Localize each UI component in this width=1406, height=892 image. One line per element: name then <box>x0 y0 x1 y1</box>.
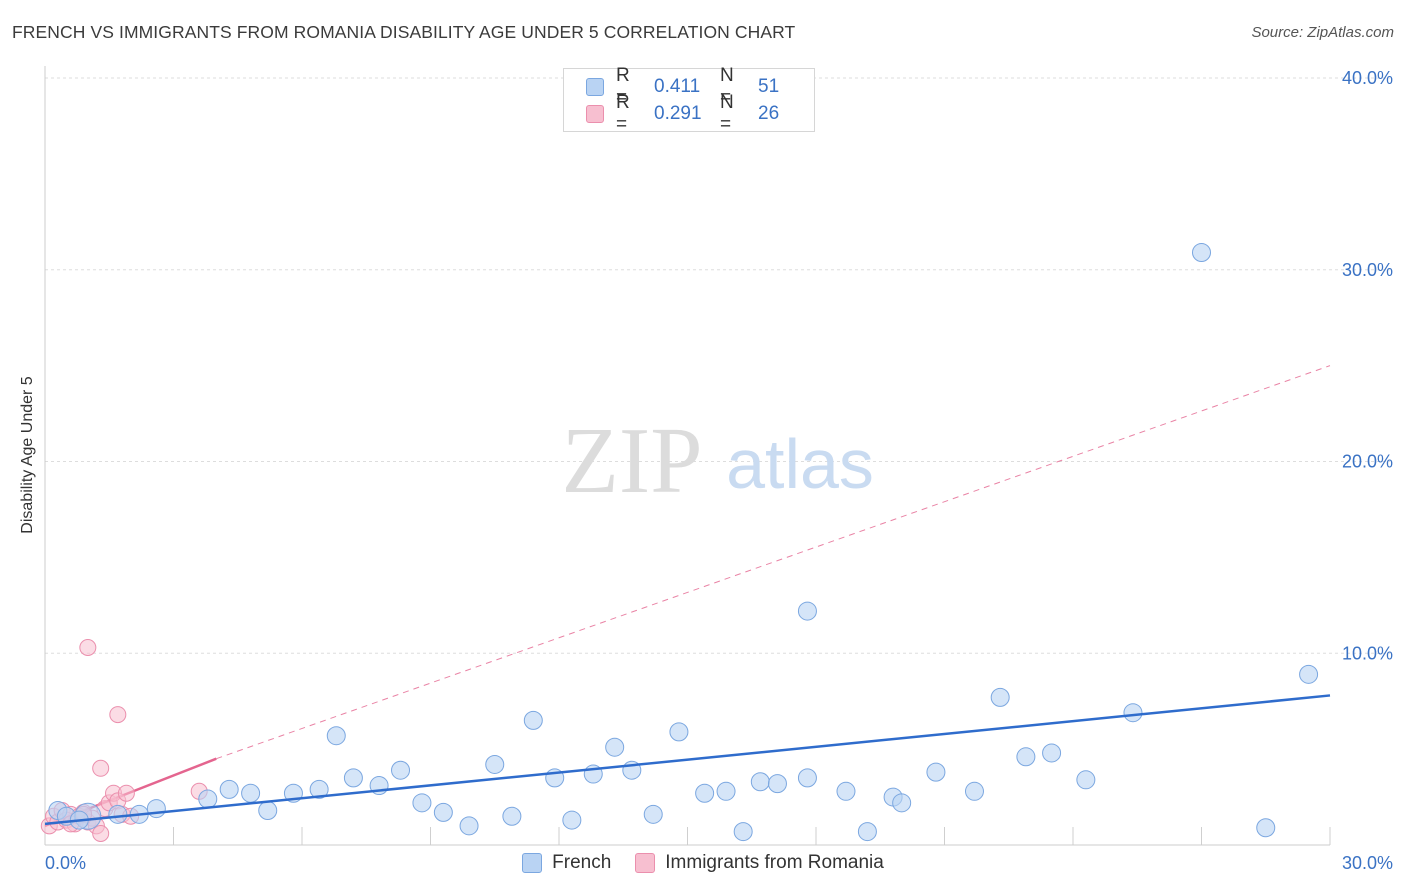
r-label: R = <box>616 92 630 135</box>
legend-label-romania: Immigrants from Romania <box>665 852 884 873</box>
watermark-atlas: atlas <box>726 425 874 503</box>
data-point-french <box>146 799 166 819</box>
r-label: R = <box>616 65 630 108</box>
data-point-french <box>412 793 432 813</box>
y-tick-labels: 10.0% 20.0% 30.0% 40.0% <box>1342 68 1393 663</box>
y-tick-label: 20.0% <box>1342 452 1393 472</box>
data-point-french <box>391 760 411 780</box>
data-point-french <box>1299 664 1319 684</box>
data-point-french <box>1076 770 1096 790</box>
data-point-french <box>892 793 912 813</box>
data-point-french <box>485 754 505 774</box>
y-tick-label: 10.0% <box>1342 643 1393 663</box>
data-point-french <box>1256 818 1276 838</box>
x-tick-labels: 0.0% 30.0% <box>45 853 1393 873</box>
watermark-zip: ZIP <box>562 409 703 513</box>
legend-item-french: French <box>522 852 611 874</box>
data-point-french <box>797 601 817 621</box>
data-point-french <box>836 781 856 801</box>
data-point-french <box>750 772 770 792</box>
y-axis-title: Disability Age Under 5 <box>19 376 36 534</box>
french-swatch <box>586 78 604 96</box>
romania-swatch <box>635 853 656 873</box>
trend-french <box>44 694 1331 826</box>
data-point-french <box>1042 743 1062 763</box>
data-point-french <box>733 822 753 842</box>
french-swatch <box>522 853 543 873</box>
data-point-romania <box>109 706 127 724</box>
trend-line-romania-extension <box>216 365 1331 760</box>
data-point-french <box>198 789 218 809</box>
data-point-french <box>643 804 663 824</box>
x-tick-label: 30.0% <box>1342 853 1393 873</box>
points-french <box>48 242 1319 842</box>
series-legend: French Immigrants from Romania <box>0 852 1406 874</box>
legend-row-french: R = 0.411 N = 51 <box>586 65 780 108</box>
data-point-romania <box>92 824 110 842</box>
data-point-french <box>1016 747 1036 767</box>
data-point-french <box>767 774 787 794</box>
data-point-french <box>433 802 453 822</box>
y-tick-label: 30.0% <box>1342 260 1393 280</box>
r-value: 0.411 <box>654 76 701 97</box>
data-point-french <box>857 822 877 842</box>
n-value: 51 <box>758 76 780 97</box>
gridlines <box>45 77 1390 845</box>
data-point-french <box>108 804 128 824</box>
data-point-romania <box>92 759 110 777</box>
data-point-french <box>502 806 522 826</box>
data-point-french <box>523 710 543 730</box>
data-point-french <box>1123 703 1143 723</box>
y-tick-label: 40.0% <box>1342 68 1393 88</box>
romania-swatch <box>586 105 604 123</box>
data-point-french <box>219 779 239 799</box>
data-point-french <box>605 737 625 757</box>
data-point-french <box>1192 242 1211 262</box>
data-point-french <box>695 783 715 803</box>
trend-line-french <box>44 694 1331 826</box>
chart-title: FRENCH VS IMMIGRANTS FROM ROMANIA DISABI… <box>12 22 796 42</box>
data-point-french <box>258 800 278 820</box>
legend-item-romania: Immigrants from Romania <box>635 852 884 874</box>
n-label: N = <box>720 65 734 108</box>
data-point-french <box>309 779 329 799</box>
x-tick-label: 0.0% <box>45 853 86 873</box>
correlation-legend: R = 0.411 N = 51 R = 0.291 N = 26 <box>563 65 815 135</box>
data-point-romania <box>79 638 97 656</box>
data-point-french <box>343 768 363 788</box>
source-credit: Source: ZipAtlas.com <box>1251 24 1394 41</box>
n-value: 26 <box>758 103 780 124</box>
n-label: N = <box>720 92 734 135</box>
data-point-french <box>990 687 1010 707</box>
data-point-french <box>562 810 582 830</box>
data-point-french <box>797 768 817 788</box>
data-point-french <box>964 781 984 801</box>
r-value: 0.291 <box>654 103 702 124</box>
data-point-romania <box>117 784 135 802</box>
data-point-french <box>926 762 946 782</box>
legend-row-romania: R = 0.291 N = 26 <box>586 92 780 135</box>
legend-label-french: French <box>552 852 612 873</box>
data-point-french <box>326 726 346 746</box>
data-point-french <box>241 783 261 803</box>
data-point-french <box>716 781 736 801</box>
data-point-french <box>459 816 479 836</box>
data-point-french <box>669 722 689 742</box>
axes <box>44 66 1330 846</box>
